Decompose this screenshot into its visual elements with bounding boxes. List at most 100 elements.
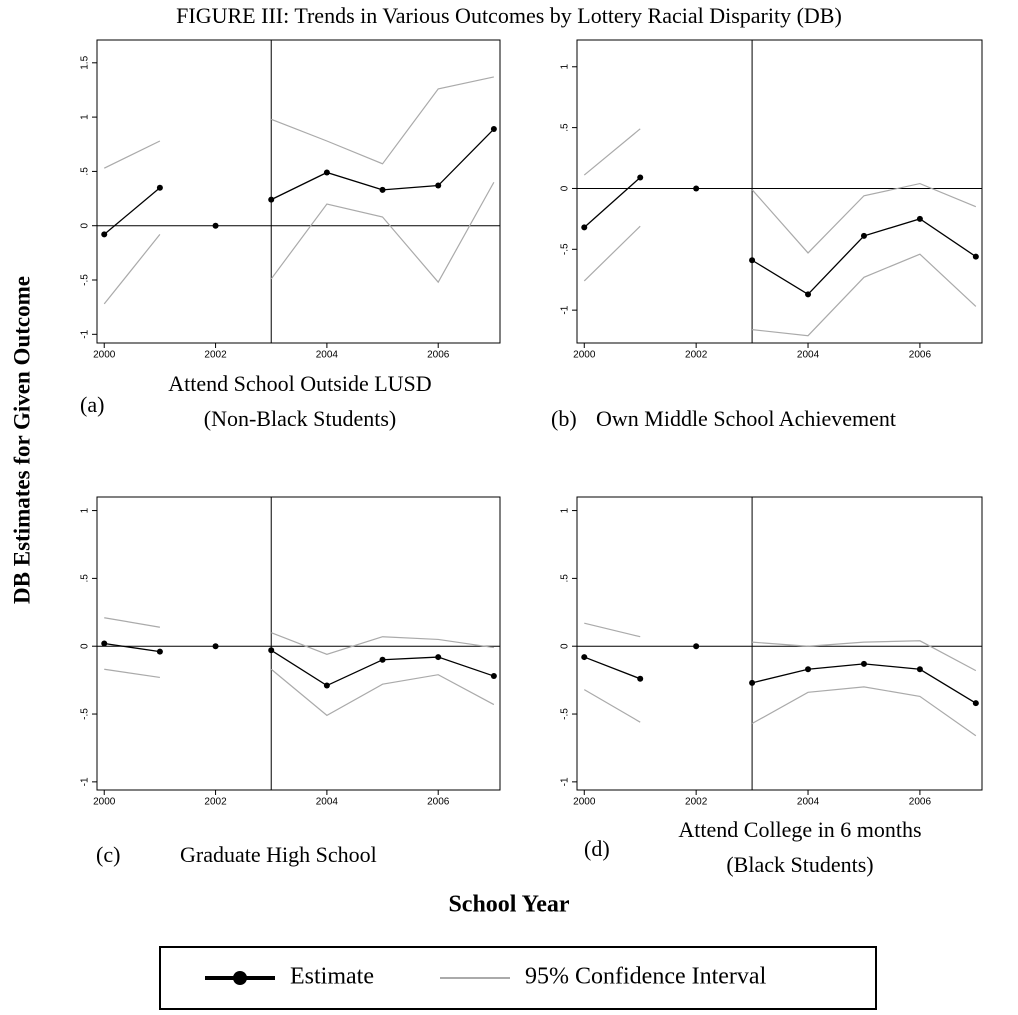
y-tick-label: -1 <box>560 305 571 314</box>
ci-lower-line <box>270 181 495 284</box>
estimate-line <box>270 649 495 687</box>
ci-upper-line <box>584 622 641 638</box>
estimate-point <box>323 682 330 689</box>
estimate-point <box>637 675 644 682</box>
estimate-point <box>916 215 923 222</box>
x-tick-label: 2004 <box>316 350 339 361</box>
ci-lower-line <box>752 253 977 337</box>
y-tick-label: .5 <box>560 574 571 583</box>
ci-upper-line <box>103 140 161 169</box>
y-tick-label: -1 <box>80 777 91 786</box>
estimate-point <box>805 666 812 673</box>
estimate-point <box>101 640 108 647</box>
estimate-point <box>860 660 867 667</box>
estimate-line <box>584 656 641 680</box>
panel-title: Attend College in 6 months <box>678 817 921 842</box>
x-tick-label: 2006 <box>427 350 450 361</box>
estimate-point <box>693 185 700 192</box>
ci-lower-line <box>751 686 977 737</box>
y-tick-label: 1 <box>80 114 91 120</box>
estimate-line <box>583 177 641 228</box>
legend-box <box>159 946 877 1010</box>
y-tick-label: -.5 <box>560 243 571 255</box>
estimate-point <box>749 679 756 686</box>
y-tick-label: 0 <box>560 185 571 191</box>
legend-estimate-dot <box>233 971 247 985</box>
estimate-line <box>104 642 160 653</box>
x-tick-label: 2000 <box>93 350 116 361</box>
estimate-point <box>268 196 275 203</box>
estimate-point <box>637 174 644 181</box>
x-tick-label: 2006 <box>427 797 450 808</box>
panel-title: Attend School Outside LUSD <box>168 371 431 396</box>
x-tick-label: 2006 <box>909 350 932 361</box>
ci-lower-line <box>103 234 161 305</box>
legend-label: 95% Confidence Interval <box>525 964 767 990</box>
estimate-point <box>693 643 700 650</box>
x-tick-label: 2004 <box>316 797 339 808</box>
x-tick-label: 2000 <box>573 797 596 808</box>
ci-lower-line <box>104 668 160 679</box>
ci-lower-line <box>583 689 641 723</box>
y-tick-label: -.5 <box>80 274 91 286</box>
y-tick-label: 0 <box>80 222 91 228</box>
y-tick-label: 1 <box>80 507 91 513</box>
estimate-point <box>435 654 442 661</box>
x-tick-label: 2006 <box>909 797 932 808</box>
ci-upper-line <box>583 128 641 176</box>
x-axis-label: School Year <box>448 892 569 918</box>
estimate-point <box>101 231 108 238</box>
estimate-point <box>212 222 219 229</box>
estimate-point <box>212 643 219 650</box>
estimate-point <box>805 291 812 298</box>
y-tick-label: .5 <box>80 574 91 583</box>
estimate-point <box>916 666 923 673</box>
estimate-line <box>751 663 977 704</box>
y-tick-label: 1 <box>560 507 571 513</box>
x-tick-label: 2002 <box>685 797 708 808</box>
estimate-point <box>581 654 588 661</box>
estimate-point <box>156 184 163 191</box>
ci-upper-line <box>752 640 977 672</box>
plot-frame <box>96 39 501 344</box>
x-tick-label: 2002 <box>204 350 227 361</box>
y-tick-label: -1 <box>80 329 91 338</box>
estimate-line <box>751 218 977 296</box>
ci-upper-line <box>271 76 495 165</box>
y-tick-label: 1.5 <box>80 55 91 69</box>
y-tick-label: -.5 <box>560 708 571 720</box>
estimate-line <box>103 187 161 235</box>
estimate-point <box>268 647 275 654</box>
x-tick-label: 2004 <box>797 350 820 361</box>
y-tick-label: .5 <box>80 167 91 176</box>
y-axis-label: DB Estimates for Given Outcome <box>9 276 34 604</box>
x-tick-label: 2002 <box>204 797 227 808</box>
estimate-point <box>581 224 588 231</box>
panel-label: (b) <box>551 406 577 431</box>
estimate-point <box>435 182 442 189</box>
panel-subtitle: (Black Students) <box>726 852 873 877</box>
y-tick-label: -.5 <box>80 708 91 720</box>
y-tick-label: 1 <box>560 64 571 70</box>
ci-upper-line <box>104 617 160 628</box>
y-tick-label: -1 <box>560 777 571 786</box>
x-tick-label: 2000 <box>93 797 116 808</box>
estimate-point <box>323 169 330 176</box>
estimate-point <box>972 700 979 707</box>
ci-lower-line <box>583 225 641 282</box>
panel-label: (a) <box>80 392 104 417</box>
panel-label: (c) <box>96 842 120 867</box>
x-tick-label: 2004 <box>797 797 820 808</box>
estimate-point <box>490 673 497 680</box>
estimate-point <box>749 257 756 264</box>
plot-frame <box>576 496 983 791</box>
ci-upper-line <box>751 182 977 254</box>
estimate-point <box>860 232 867 239</box>
panel-label: (d) <box>584 836 610 861</box>
y-tick-label: 0 <box>560 643 571 649</box>
plot-frame <box>576 39 983 344</box>
ci-upper-line <box>271 632 494 655</box>
estimate-point <box>379 186 386 193</box>
legend-label: Estimate <box>290 964 374 990</box>
